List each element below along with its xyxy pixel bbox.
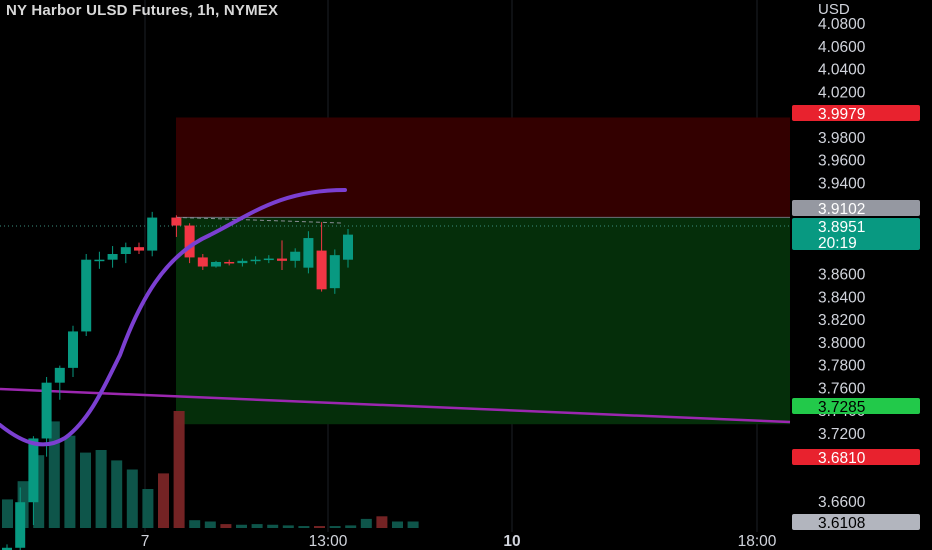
price-tick: 3.7600 bbox=[818, 380, 866, 397]
candle-body bbox=[2, 547, 12, 550]
price-tick: 4.0200 bbox=[818, 84, 866, 101]
volume-bar bbox=[392, 521, 403, 528]
last-price-tag bbox=[792, 218, 920, 250]
low-price-tag bbox=[792, 514, 920, 530]
volume-bar bbox=[158, 473, 169, 528]
volume-bar bbox=[2, 499, 13, 528]
time-tick: 13:00 bbox=[309, 533, 348, 550]
candle-body bbox=[277, 258, 287, 261]
volume-bar bbox=[314, 526, 325, 528]
candle-body bbox=[250, 259, 261, 262]
volume-bar bbox=[173, 411, 185, 528]
price-tick: 3.9600 bbox=[818, 153, 866, 170]
volume-bar bbox=[329, 526, 341, 528]
volume-bar bbox=[345, 525, 357, 528]
candle-body bbox=[224, 261, 235, 264]
volume-bar bbox=[220, 524, 232, 528]
candle-body bbox=[41, 382, 52, 439]
candle-body bbox=[197, 257, 208, 267]
volume-bar bbox=[251, 524, 263, 528]
countdown-label: 20:19 bbox=[818, 235, 857, 252]
volume-bar bbox=[282, 525, 294, 528]
stop-price-tag bbox=[792, 105, 920, 121]
candle-body bbox=[28, 438, 39, 503]
entry-price-tag-label: 3.9102 bbox=[818, 201, 865, 218]
price-tick: 3.9800 bbox=[818, 130, 866, 147]
price-tick: 3.7200 bbox=[818, 426, 866, 443]
volume-bar bbox=[126, 469, 138, 528]
entry-price-tag bbox=[792, 200, 920, 216]
price-tick: 3.6600 bbox=[818, 494, 866, 511]
price-tick: 4.0800 bbox=[818, 16, 866, 33]
volume-bar bbox=[95, 450, 107, 528]
candle-body bbox=[343, 234, 353, 260]
candle-body bbox=[15, 502, 26, 548]
last-price-tag-label: 3.8951 bbox=[818, 219, 865, 236]
trend-line bbox=[0, 387, 791, 424]
volume-bar bbox=[204, 521, 216, 528]
volume-bar bbox=[48, 421, 60, 528]
volume-bar bbox=[236, 524, 247, 528]
candle-body bbox=[134, 247, 144, 251]
volume-bar bbox=[111, 460, 123, 528]
candle-body bbox=[211, 261, 221, 267]
candle-body bbox=[316, 250, 327, 290]
time-tick: 7 bbox=[141, 533, 150, 550]
volume-bar bbox=[33, 455, 45, 528]
price-tick: 3.7800 bbox=[818, 358, 866, 375]
volume-bar bbox=[376, 516, 388, 528]
price-tick: 3.8600 bbox=[818, 267, 866, 284]
time-tick: 10 bbox=[503, 533, 520, 550]
time-tick: 18:00 bbox=[738, 533, 777, 550]
volume-bar bbox=[360, 518, 372, 528]
target-price-tag-label: 3.7285 bbox=[818, 399, 865, 416]
candle-body bbox=[147, 217, 158, 251]
take-profit-zone bbox=[176, 217, 790, 425]
currency-label: USD bbox=[818, 1, 850, 18]
low-price-tag-label: 3.6108 bbox=[818, 515, 865, 532]
candle-body bbox=[329, 255, 340, 289]
stop-price-tag-label: 3.9979 bbox=[818, 106, 865, 123]
price-tick: 4.0400 bbox=[818, 62, 866, 79]
price-tick: 3.8000 bbox=[818, 335, 866, 352]
price-tick: 3.8400 bbox=[818, 289, 866, 306]
candle-body bbox=[120, 247, 131, 255]
candle-body bbox=[54, 367, 65, 383]
candle-body bbox=[184, 225, 195, 258]
candle-body bbox=[263, 258, 274, 261]
indicator-curve bbox=[0, 188, 347, 447]
volume-bar bbox=[298, 526, 310, 528]
volume-bar bbox=[267, 524, 279, 528]
price-tick: 3.9400 bbox=[818, 175, 866, 192]
candle-body bbox=[68, 331, 78, 368]
volume-bar bbox=[407, 521, 419, 528]
volume-bar bbox=[189, 520, 201, 528]
target-price-tag bbox=[792, 398, 920, 414]
line-price-tag bbox=[792, 449, 920, 465]
price-tick: 4.0600 bbox=[818, 39, 866, 56]
price-tick: 3.8200 bbox=[818, 312, 866, 329]
candle-body bbox=[171, 217, 182, 226]
stop-loss-zone bbox=[176, 117, 790, 218]
candle-body bbox=[94, 259, 105, 262]
volume-bar bbox=[80, 452, 91, 528]
chart-title: NY Harbor ULSD Futures, 1h, NYMEX bbox=[6, 2, 279, 19]
candle-body bbox=[81, 259, 92, 332]
line-price-tag-label: 3.6810 bbox=[818, 450, 866, 467]
candle-body bbox=[290, 251, 301, 261]
candle-body bbox=[107, 254, 118, 260]
volume-bar bbox=[142, 489, 154, 528]
candle-body bbox=[303, 238, 314, 268]
candle-body bbox=[237, 260, 248, 264]
volume-bar bbox=[64, 435, 76, 528]
